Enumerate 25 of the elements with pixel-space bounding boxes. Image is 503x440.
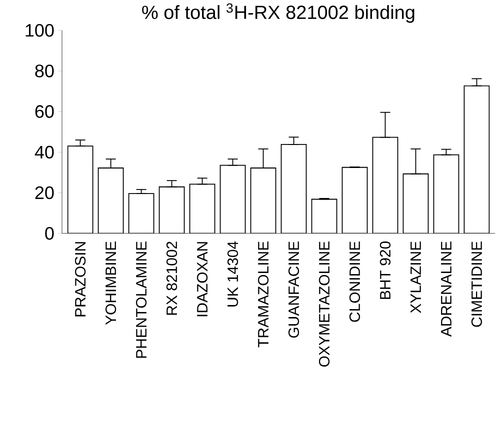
x-tick-label: ADRENALINE (441, 241, 452, 337)
x-tick-label: GUANFACINE (288, 241, 300, 338)
bar (311, 198, 338, 234)
y-tick-label: 100 (26, 24, 54, 37)
x-tick-label: RX 821002 (166, 242, 178, 315)
y-tick-label: 0 (45, 226, 54, 240)
x-tick-label: XYLAZINE (410, 241, 421, 313)
x-tick-label: TRAMAZOLINE (258, 241, 269, 348)
x-tick-label: YOHIMBINE (105, 241, 116, 325)
x-tick-label: UK 14304 (227, 241, 238, 306)
x-tick-label: BHT 920 (380, 241, 391, 299)
y-tick-label: 40 (34, 146, 54, 158)
chart-title: % of total $^{3}$H-RX 821002 binding (142, 3, 414, 23)
y-tick-label: 60 (35, 105, 54, 118)
bar (342, 166, 368, 234)
x-tick-label: CIMETIDINE (471, 241, 482, 327)
x-tick-label: IDAZOXAN (196, 242, 208, 316)
x-tick-label: OXYMETAZOLINE (318, 241, 330, 366)
bar (433, 154, 460, 234)
y-tick-label: 80 (35, 64, 54, 78)
x-tick-label: PHENTOLAMINE (136, 241, 147, 358)
bar (128, 192, 154, 234)
y-tick-label: 20 (35, 186, 54, 199)
x-tick-label: CLONIDINE (349, 241, 360, 322)
x-tick-label: PRAZOSIN (74, 242, 86, 316)
